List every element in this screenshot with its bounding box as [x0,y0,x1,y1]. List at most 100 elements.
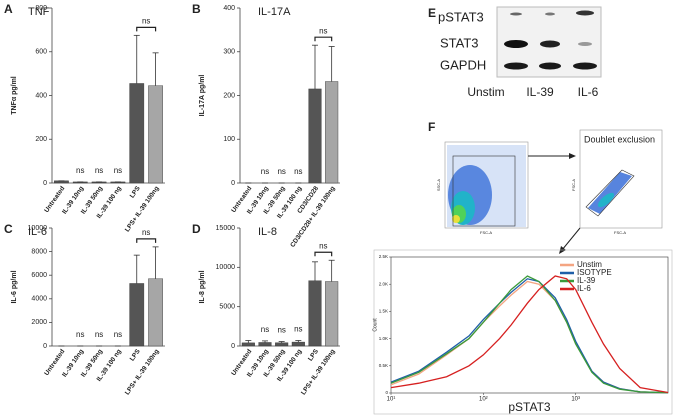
arrow-head [569,153,576,159]
y-tick-label: 0 [385,390,388,395]
y-tick-label: 2.0K [379,281,388,286]
blot-row-label: pSTAT3 [438,9,484,24]
y-tick-label: 5000 [219,304,235,311]
annotation: ns [277,167,285,176]
significance-bracket [314,36,333,42]
y-tick-label: 0 [231,343,235,350]
panel-label: E [428,6,436,20]
annotation: ns [114,166,122,175]
legend-label: ISOTYPE [577,268,612,277]
y-tick-label: 200 [223,92,235,99]
x-tick-label: LPS+ IL-39 100ng [124,185,161,233]
legend-label: Unstim [577,260,602,269]
y-axis-label: IL-8 pg/ml [199,270,206,303]
gate [585,169,635,217]
axis-label: FSC-A [614,230,626,235]
panel-label: B [192,2,201,16]
bar [275,342,289,347]
y-tick-label: 2000 [31,319,47,326]
annotation: ns [319,26,327,35]
bar [308,280,322,347]
blot-lane-label: Unstim [467,85,504,99]
annotation: ns [261,325,269,334]
y-tick-label: 10000 [28,225,48,232]
significance-bracket [136,26,157,32]
axis-label: SSC-A [436,179,441,192]
chart-title: IL-8 [258,226,277,238]
y-tick-label: 0 [43,343,47,350]
flow-density [447,145,526,227]
significance-bracket [136,238,157,243]
y-tick-label: 15000 [216,225,236,232]
bar [308,88,322,184]
blot-row-label: GAPDH [440,57,486,72]
annotation: ns [95,330,103,339]
annotation: ns [294,325,302,334]
y-axis-label: Count [372,318,378,332]
y-tick-label: 800 [35,5,47,12]
y-tick-label: 8000 [31,248,47,255]
y-tick-label: 0 [43,180,47,187]
blot-bands [504,10,597,70]
bar [291,341,305,347]
gate [452,155,516,227]
blot-lane-label: IL-39 [526,85,554,99]
y-tick-label: 300 [223,49,235,56]
y-tick-label: 0 [231,180,235,187]
y-axis-label: IL-6 pg/ml [11,270,18,303]
y-tick-label: 1.5K [379,309,388,314]
x-tick-label: LPS [129,185,142,200]
chart-title: IL-6 [28,226,47,238]
y-tick-label: 600 [35,49,47,56]
flow-density [588,172,632,214]
y-tick-label: 400 [35,92,47,99]
legend-label: IL-6 [577,284,591,293]
arrow [561,227,581,251]
y-tick-label: 400 [223,5,235,12]
annotation: ns [261,167,269,176]
annotation: ns [277,326,285,335]
panel-label: F [428,120,435,134]
x-tick-label: 10¹ [387,397,396,403]
chart-title: TNF [28,6,50,18]
x-tick-label: LPS+ IL-39 100ng [300,348,337,396]
y-axis-label: TNFα pg/ml [11,76,18,115]
blot-lane-label: IL-6 [578,85,599,99]
y-tick-label: 200 [35,136,47,143]
bar [148,85,163,184]
histogram-frame [373,249,673,415]
annotation: ns [294,167,302,176]
panel-label: A [4,2,13,16]
x-tick-label: 10² [479,397,488,403]
bar [325,281,339,347]
plot-title: Doublet exclusion [584,134,655,144]
bar [129,83,145,184]
axis-label: FSC-A [480,230,492,235]
annotation: ns [142,228,150,237]
annotation: ns [114,330,122,339]
panel-label: D [192,222,201,236]
x-tick-label: LPS+ IL-39 100ng [124,348,161,396]
panel-label: C [4,222,13,236]
y-tick-label: 100 [223,136,235,143]
bar [258,342,272,347]
x-tick-label: 10³ [571,397,580,403]
blot-row-label: STAT3 [440,35,479,50]
y-tick-label: 6000 [31,272,47,279]
x-tick-label: LPS [129,348,142,363]
x-axis-label: pSTAT3 [508,400,551,414]
annotation: ns [76,330,84,339]
bar [148,278,163,347]
legend-label: IL-39 [577,276,596,285]
plot-area [390,256,669,394]
significance-bracket [314,251,333,257]
y-tick-label: 1.0K [379,336,388,341]
y-tick-label: 0.5K [379,363,388,368]
series-line [390,275,669,394]
bar [129,283,145,347]
annotation: ns [142,16,150,25]
annotation: ns [95,166,103,175]
x-tick-label: LPS [307,348,320,363]
y-tick-label: 4000 [31,296,47,303]
